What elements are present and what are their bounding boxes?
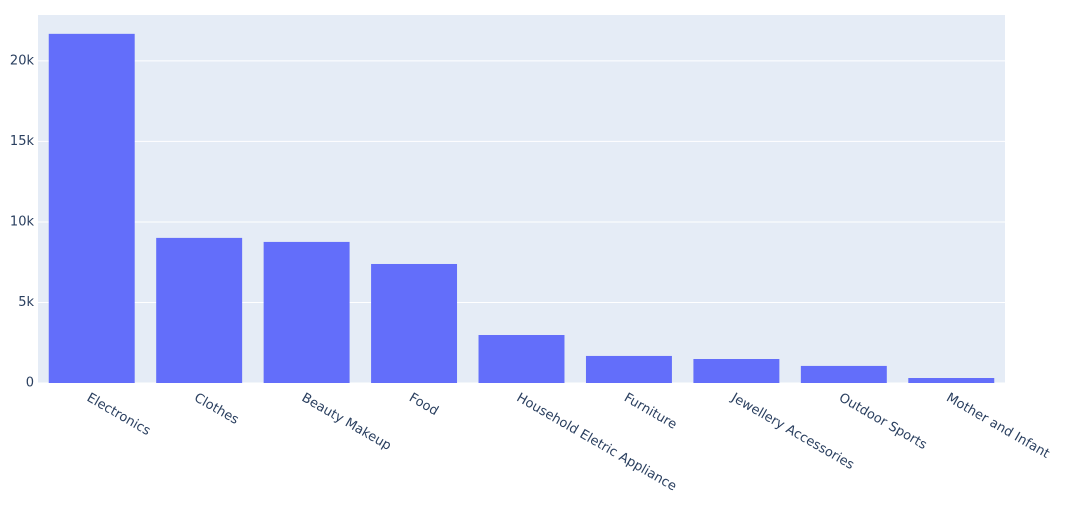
x-tick-label: Electronics: [84, 391, 153, 440]
bar: [478, 335, 565, 383]
bar: [263, 241, 350, 383]
bar: [371, 263, 458, 383]
bar: [156, 237, 243, 383]
x-tick-label: Clothes: [191, 391, 241, 428]
x-tick-label: Food: [406, 391, 441, 420]
x-tick-label: Beauty Makeup: [299, 391, 394, 454]
bar: [800, 365, 887, 383]
x-tick-label: Mother and Infant: [944, 391, 1052, 462]
bar: [908, 378, 995, 383]
bar: [693, 359, 780, 383]
y-tick-label: 20k: [10, 53, 35, 68]
y-tick-label: 15k: [10, 134, 35, 149]
y-tick-label: 0: [26, 376, 34, 391]
x-tick-label: Furniture: [621, 391, 679, 433]
x-tick-label: Outdoor Sports: [836, 391, 929, 454]
bar: [48, 33, 135, 383]
y-tick-label: 10k: [10, 214, 35, 229]
bar: [585, 355, 672, 383]
y-tick-label: 5k: [18, 295, 34, 310]
